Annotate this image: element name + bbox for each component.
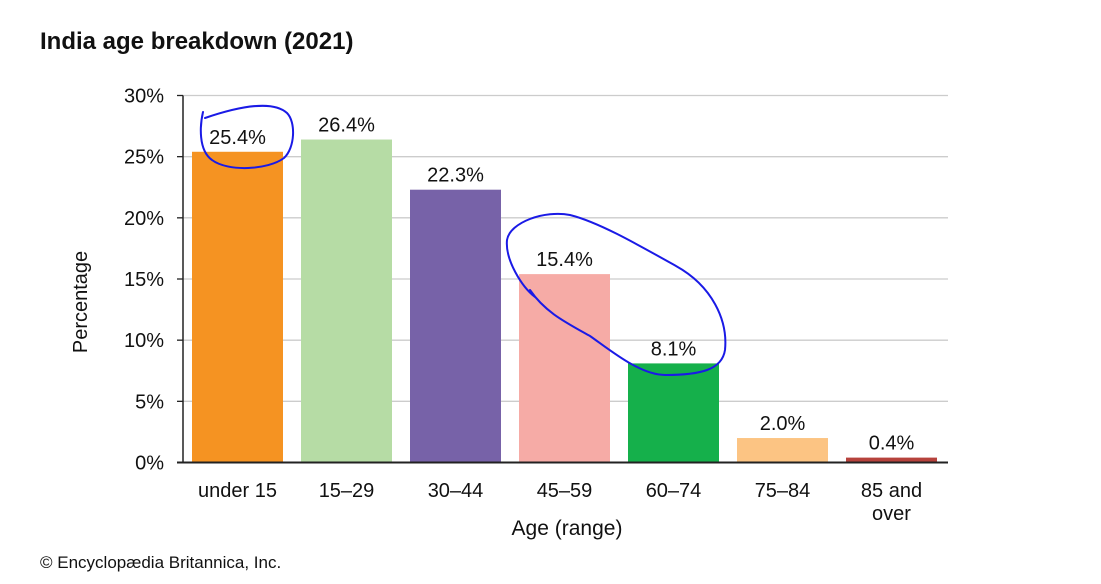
- x-tick-label: over: [872, 503, 911, 525]
- bar: [628, 363, 719, 463]
- bars: [192, 139, 937, 463]
- copyright-credit: © Encyclopædia Britannica, Inc.: [40, 553, 282, 572]
- bar: [410, 189, 501, 463]
- bar: [846, 457, 937, 463]
- y-tick-label: 0%: [135, 453, 164, 475]
- x-axis-label: Age (range): [512, 517, 623, 540]
- data-labels: 25.4% 26.4% 22.3% 15.4% 8.1% 2.0% 0.4%: [209, 115, 914, 455]
- x-tick-label: under 15: [198, 480, 277, 502]
- data-label: 0.4%: [869, 433, 915, 455]
- axes: [177, 95, 948, 464]
- y-tick-label: 10%: [124, 330, 164, 352]
- data-label: 2.0%: [760, 413, 806, 435]
- bar: [192, 151, 283, 463]
- bar: [301, 139, 392, 463]
- y-axis-ticks: 0% 5% 10% 15% 20% 25% 30%: [124, 86, 183, 475]
- annotation-circle: [199, 104, 294, 170]
- x-axis-ticks: under 15 15–29 30–44 45–59 60–74 75–84 85 ando…: [198, 480, 922, 525]
- y-axis-label: Percentage: [70, 251, 92, 353]
- x-tick-label: 60–74: [646, 480, 702, 502]
- y-tick-label: 15%: [124, 269, 164, 291]
- data-label: 25.4%: [209, 127, 266, 149]
- y-tick-label: 5%: [135, 391, 164, 413]
- y-tick-label: 25%: [124, 147, 164, 169]
- x-tick-label: 45–59: [537, 480, 593, 502]
- x-tick-label: 75–84: [755, 480, 811, 502]
- hand-drawn-annotations: [199, 104, 727, 377]
- annotation-loop: [505, 212, 727, 377]
- data-label: 15.4%: [536, 249, 593, 271]
- data-label: 8.1%: [651, 338, 697, 360]
- chart-title: India age breakdown (2021): [40, 28, 354, 55]
- bar: [737, 438, 828, 463]
- y-tick-label: 20%: [124, 208, 164, 230]
- x-tick-label: 85 and: [861, 480, 922, 502]
- bar: [519, 274, 610, 463]
- x-tick-label: 30–44: [428, 480, 484, 502]
- y-tick-label: 30%: [124, 86, 164, 108]
- data-label: 22.3%: [427, 165, 484, 187]
- x-tick-label: 15–29: [319, 480, 375, 502]
- data-label: 26.4%: [318, 115, 375, 137]
